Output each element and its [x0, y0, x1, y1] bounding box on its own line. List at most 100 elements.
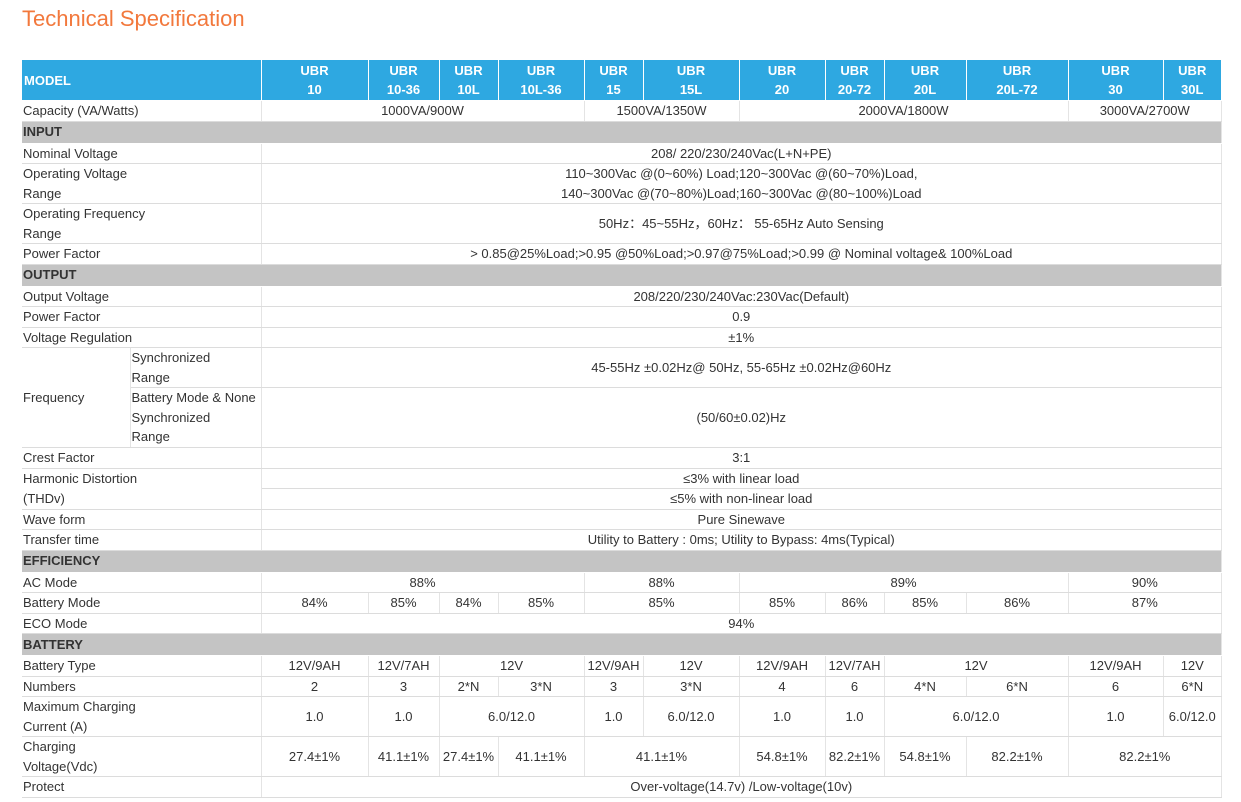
- cell-value: 2000VA/1800W: [739, 100, 1069, 122]
- row-label: Nominal Voltage: [22, 143, 262, 164]
- row-label: Battery Type: [22, 655, 262, 677]
- cell-value: 1.0: [584, 696, 644, 737]
- cell-value: 41.1±1%: [584, 736, 740, 777]
- cell-value: 82.2±1%: [966, 736, 1069, 777]
- row-label: Power Factor: [22, 306, 262, 328]
- cell-value: 85%: [884, 592, 967, 614]
- table-row: Nominal Voltage 208/ 220/230/240Vac(L+N+…: [22, 143, 1223, 164]
- table-row: Power Factor > 0.85@25%Load;>0.95 @50%Lo…: [22, 243, 1223, 265]
- cell-value: 45-55Hz ±0.02Hz@ 50Hz, 55-65Hz ±0.02Hz@6…: [261, 347, 1223, 388]
- cell-value: 1.0: [368, 696, 440, 737]
- cell-value: ≤3% with linear load: [261, 468, 1223, 489]
- cell-value: 12V/9AH: [584, 655, 644, 677]
- table-row: Wave form Pure Sinewave: [22, 509, 1223, 530]
- model-ubr-15: UBR 15: [584, 60, 644, 101]
- cell-value: 94%: [261, 613, 1223, 634]
- cell-value: 3: [368, 676, 440, 697]
- model-ubr-10: UBR 10: [261, 60, 369, 101]
- table-row: Maximum Charging Current (A) 1.0 1.0 6.0…: [22, 696, 1223, 737]
- table-row: Operating Voltage Range 110~300Vac @(0~6…: [22, 163, 1223, 204]
- cell-value: 27.4±1%: [261, 736, 369, 777]
- cell-value: 84%: [439, 592, 499, 614]
- cell-value: 12V/9AH: [261, 655, 369, 677]
- cell-value: 208/ 220/230/240Vac(L+N+PE): [261, 143, 1223, 164]
- row-label: Transfer time: [22, 529, 262, 551]
- row-label: ECO Mode: [22, 613, 262, 634]
- cell-value: 6.0/12.0: [1163, 696, 1223, 737]
- cell-value: 82.2±1%: [825, 736, 885, 777]
- cell-value: 12V/7AH: [825, 655, 885, 677]
- model-ubr-20-72: UBR 20-72: [825, 60, 885, 101]
- model-ubr-20l: UBR 20L: [884, 60, 967, 101]
- table-row: Transfer time Utility to Battery : 0ms; …: [22, 529, 1223, 551]
- model-ubr-15l: UBR 15L: [643, 60, 740, 101]
- cell-value: 88%: [261, 572, 585, 593]
- cell-value: 1.0: [261, 696, 369, 737]
- cell-value: 1500VA/1350W: [584, 100, 740, 122]
- row-label: AC Mode: [22, 572, 262, 593]
- cell-value: 50Hz：45~55Hz，60Hz： 55-65Hz Auto Sensing: [261, 203, 1223, 244]
- row-label: Voltage Regulation: [22, 327, 262, 348]
- cell-value: 84%: [261, 592, 369, 614]
- cell-value: 41.1±1%: [368, 736, 440, 777]
- table-row: Battery Type 12V/9AH 12V/7AH 12V 12V/9AH…: [22, 655, 1223, 677]
- cell-value: 88%: [584, 572, 740, 593]
- cell-value: (50/60±0.02)Hz: [261, 387, 1223, 448]
- table-row: Power Factor 0.9: [22, 306, 1223, 328]
- model-ubr-30: UBR 30: [1068, 60, 1164, 101]
- cell-value: 12V/9AH: [739, 655, 826, 677]
- row-label: Harmonic Distortion (THDv): [22, 468, 262, 510]
- row-label: Frequency: [22, 347, 131, 448]
- cell-value: 54.8±1%: [884, 736, 967, 777]
- row-label: Battery Mode: [22, 592, 262, 614]
- cell-value: 85%: [584, 592, 740, 614]
- cell-value: 86%: [825, 592, 885, 614]
- row-label: Output Voltage: [22, 286, 262, 307]
- row-label: Crest Factor: [22, 447, 262, 469]
- cell-value: 0.9: [261, 306, 1223, 328]
- cell-value: 6: [1068, 676, 1164, 697]
- row-label: Charging Voltage(Vdc): [22, 736, 262, 777]
- cell-value: 110~300Vac @(0~60%) Load;120~300Vac @(60…: [261, 163, 1223, 204]
- row-label: Power Factor: [22, 243, 262, 265]
- table-row: Voltage Regulation ±1%: [22, 327, 1223, 348]
- section-row: INPUT: [22, 121, 1222, 144]
- cell-value: 1000VA/900W: [261, 100, 585, 122]
- section-row: BATTERY: [22, 633, 1222, 656]
- model-ubr-20: UBR 20: [739, 60, 826, 101]
- cell-value: 1.0: [1068, 696, 1164, 737]
- cell-value: 6.0/12.0: [884, 696, 1069, 737]
- row-label: Numbers: [22, 676, 262, 697]
- cell-value: 6: [825, 676, 885, 697]
- cell-value: 6*N: [966, 676, 1069, 697]
- cell-value: 4*N: [884, 676, 967, 697]
- model-ubr-10-36: UBR 10-36: [368, 60, 440, 101]
- cell-value: 2: [261, 676, 369, 697]
- cell-value: 90%: [1068, 572, 1223, 593]
- cell-value: 6.0/12.0: [439, 696, 585, 737]
- row-label: Operating Voltage Range: [22, 163, 262, 204]
- table-row: Protect Over-voltage(14.7v) /Low-voltage…: [22, 776, 1223, 798]
- cell-value: ≤5% with non-linear load: [261, 488, 1223, 510]
- cell-value: Utility to Battery : 0ms; Utility to Byp…: [261, 529, 1223, 551]
- cell-value: 2*N: [439, 676, 499, 697]
- cell-value: 12V/7AH: [368, 655, 440, 677]
- cell-value: 86%: [966, 592, 1069, 614]
- table-row: ECO Mode 94%: [22, 613, 1223, 634]
- cell-value: 3:1: [261, 447, 1223, 469]
- cell-value: 4: [739, 676, 826, 697]
- table-row: Operating Frequency Range 50Hz：45~55Hz，6…: [22, 203, 1223, 244]
- model-ubr-10l: UBR 10L: [439, 60, 499, 101]
- cell-value: 1.0: [739, 696, 826, 737]
- table-row: Capacity (VA/Watts) 1000VA/900W 1500VA/1…: [22, 100, 1223, 122]
- table-row: ≤5% with non-linear load: [22, 488, 1223, 510]
- cell-value: 12V: [439, 655, 585, 677]
- cell-value: 12V: [643, 655, 740, 677]
- cell-value: Over-voltage(14.7v) /Low-voltage(10v): [261, 776, 1223, 798]
- cell-value: 208/220/230/240Vac:230Vac(Default): [261, 286, 1223, 307]
- table-row: Harmonic Distortion (THDv) ≤3% with line…: [22, 468, 1223, 510]
- cell-value: 85%: [739, 592, 826, 614]
- page-title: Technical Specification: [22, 6, 245, 31]
- table-row: AC Mode 88% 88% 89% 90%: [22, 572, 1223, 593]
- cell-value: 3: [584, 676, 644, 697]
